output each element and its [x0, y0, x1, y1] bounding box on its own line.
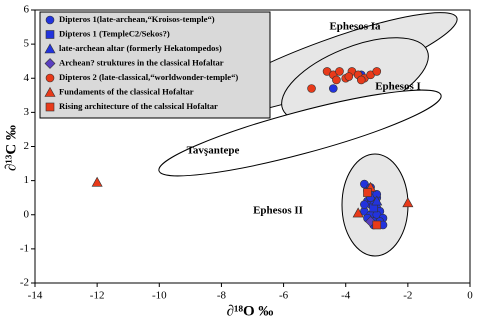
point — [352, 207, 364, 218]
legend-label: Fundaments of the classical Hofaltar — [59, 86, 194, 96]
point — [344, 72, 354, 81]
y-tick-label: 0 — [24, 208, 30, 220]
legend-marker — [45, 73, 55, 83]
legend-label: Dipteros 1 (TempleC2/Sekos?) — [59, 28, 170, 38]
x-tick-label: -10 — [152, 290, 167, 302]
point — [402, 197, 414, 208]
annotation: Ephesos Ia — [329, 21, 381, 33]
legend-label: Dipteros 1(late-archean,“Kroisos-temple“… — [59, 14, 215, 24]
x-tick-label: -8 — [217, 290, 227, 302]
y-tick-label: -1 — [20, 242, 29, 254]
x-tick-label: -6 — [279, 290, 289, 302]
y-tick-label: 5 — [24, 38, 30, 50]
x-tick-label: -2 — [403, 290, 412, 302]
legend-marker — [45, 15, 55, 25]
x-tick-label: -12 — [90, 290, 105, 302]
x-tick-label: 0 — [467, 290, 473, 302]
annotation: Ephesos II — [253, 205, 303, 217]
y-tick-label: 1 — [24, 174, 30, 186]
point — [371, 195, 383, 206]
point — [332, 75, 341, 85]
legend-marker — [45, 102, 55, 112]
x-tick-label: -14 — [28, 290, 43, 302]
legend-marker — [44, 58, 56, 69]
point — [360, 200, 369, 209]
x-tick-label: -4 — [341, 290, 351, 302]
legend-label: late-archean altar (formerly Hekatompedo… — [59, 43, 222, 53]
point — [372, 67, 382, 76]
y-tick-label: -2 — [20, 277, 29, 289]
point — [335, 67, 344, 76]
point — [363, 188, 372, 197]
y-tick-label: 3 — [24, 106, 30, 118]
annotation: Ephesos I — [375, 81, 421, 93]
y-tick-label: 2 — [24, 140, 30, 152]
legend — [39, 11, 271, 119]
legend-label: Archean? struktures in the classical Hof… — [59, 57, 224, 67]
legend-label: Dipteros 2 (late-classical,“worldwonder-… — [59, 72, 238, 82]
legend-label: Rising architecture of the calssical Hof… — [59, 101, 218, 111]
x-axis-title: ∂¹⁸O ‰ — [227, 303, 274, 319]
y-axis-title: ∂¹³C ‰ — [3, 125, 19, 171]
y-tick-label: 4 — [24, 72, 30, 84]
legend-marker — [44, 86, 56, 97]
point — [91, 176, 103, 187]
point — [328, 84, 338, 93]
point — [372, 220, 382, 230]
ellipse-tavsantepe — [158, 89, 442, 177]
legend-marker — [45, 30, 55, 39]
y-tick-label: 6 — [24, 4, 30, 16]
point — [356, 75, 366, 85]
legend-marker — [44, 43, 56, 54]
point — [307, 84, 316, 93]
annotation: Tavşantepe — [187, 145, 240, 157]
